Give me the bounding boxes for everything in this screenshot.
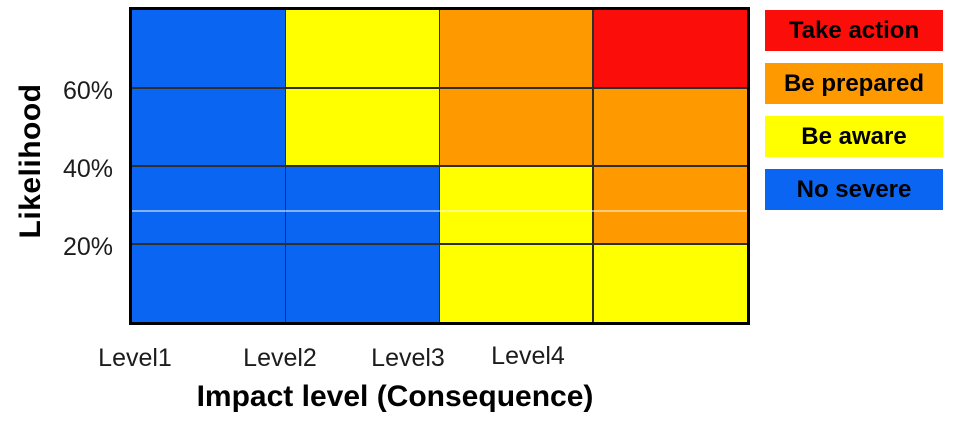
y-tick-label-60: 60% (62, 77, 113, 105)
matrix-cell-r1-c2-be-aware (285, 10, 440, 88)
matrix-cell-r2-c1-no-severe (132, 88, 286, 166)
risk-matrix-grid (132, 10, 747, 322)
x-tick-label-level4: Level4 (491, 342, 565, 370)
x-tick-label-level3: Level3 (371, 344, 445, 372)
column-divider (592, 10, 594, 322)
row-gridline (132, 243, 747, 245)
x-tick-label-level2: Level2 (243, 344, 317, 372)
matrix-cell-r4-c3-be-aware (439, 244, 594, 322)
matrix-cell-r1-c3-be-prepared (439, 10, 594, 88)
legend-item-be-prepared: Be prepared (765, 63, 943, 104)
y-tick-label-20: 20% (62, 233, 113, 261)
matrix-cell-r1-c1-no-severe (132, 10, 286, 88)
matrix-cell-r1-c4-take-action (593, 10, 747, 88)
matrix-cell-r2-c3-be-prepared (439, 88, 594, 166)
minor-gridline (132, 209, 747, 212)
matrix-cell-r3-c1-no-severe (132, 166, 286, 244)
matrix-cell-r4-c2-no-severe (285, 244, 440, 322)
legend-item-be-aware: Be aware (765, 116, 943, 157)
x-tick-label-level1: Level1 (98, 344, 172, 372)
matrix-cell-r4-c4-be-aware (593, 244, 747, 322)
matrix-cell-r3-c2-no-severe (285, 166, 440, 244)
matrix-cell-r2-c2-be-aware (285, 88, 440, 166)
legend-item-no-severe: No severe (765, 169, 943, 210)
legend-item-take-action: Take action (765, 10, 943, 51)
matrix-cell-r2-c4-be-prepared (593, 88, 747, 166)
legend: Take action Be prepared Be aware No severe (765, 10, 943, 222)
x-axis-title: Impact level (Consequence) (196, 380, 594, 413)
row-gridline (132, 165, 747, 167)
matrix-cell-r3-c4-be-prepared (593, 166, 747, 244)
risk-matrix-plot-area (129, 7, 750, 325)
matrix-cell-r3-c3-be-aware (439, 166, 594, 244)
y-tick-label-40: 40% (62, 155, 113, 183)
matrix-cell-r4-c1-no-severe (132, 244, 286, 322)
